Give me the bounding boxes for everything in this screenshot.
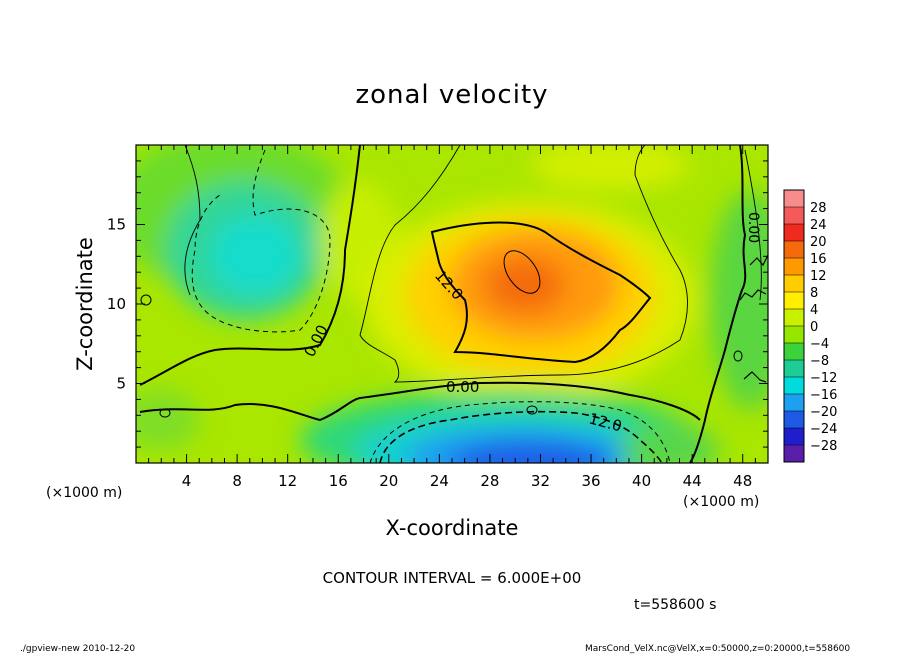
contour-interval: CONTOUR INTERVAL = 6.000E+00	[323, 569, 582, 587]
contour-small	[526, 405, 538, 415]
x-tick-label: 4	[182, 472, 192, 490]
contour-noise	[749, 254, 768, 267]
colorbar-segment	[784, 343, 804, 361]
contour-noise	[743, 371, 767, 383]
colorbar-label: 16	[810, 252, 827, 267]
colorbar-label: −12	[810, 371, 837, 386]
contour-zero	[139, 381, 701, 422]
contour-zero	[139, 145, 361, 386]
colorbar-segment	[784, 190, 804, 208]
y-tick-label: 10	[107, 295, 126, 313]
colorbar-segment	[784, 224, 804, 242]
contour-twelve-neg	[379, 410, 663, 463]
colorbar-label: −20	[810, 405, 837, 420]
x-tick-label: 48	[733, 472, 752, 490]
contour-noise	[739, 289, 767, 301]
footer-left: ./gpview-new 2010-12-20	[20, 644, 135, 654]
y-axis-title: Z-coordinate	[73, 237, 97, 371]
contour-label: 0.00	[745, 212, 761, 243]
y-tick-label: 15	[107, 216, 126, 234]
colorbar-label: −8	[810, 354, 829, 369]
y-tick-labels: 5 10 15	[107, 216, 126, 393]
x-tick-label: 12	[278, 472, 297, 490]
colorbar-segment	[784, 258, 804, 276]
footer-right: MarsCond_VelX.nc@VelX,x=0:50000,z=0:2000…	[585, 644, 850, 654]
contour-zero	[689, 145, 747, 463]
x-tick-label: 24	[430, 472, 449, 490]
colorbar-label: 12	[810, 269, 827, 284]
y-tick-label: 5	[116, 375, 126, 393]
colorbar-segment	[784, 377, 804, 395]
contour-lines	[139, 145, 768, 463]
colorbar-label: −28	[810, 439, 837, 454]
chart-title: zonal velocity	[355, 80, 548, 110]
colorbar-segment	[784, 445, 804, 463]
contour-label: 0.00	[446, 378, 479, 396]
x-axis-title: X-coordinate	[386, 516, 519, 540]
colorbar-label: 28	[810, 201, 827, 216]
contour-twelve	[430, 221, 652, 364]
colorbar-labels: 28 24 20 16 12 8 4 0 −4 −8 −12 −16 −20 −24 −28	[810, 201, 837, 454]
colorbar-segment	[784, 207, 804, 225]
colorbar-segment	[784, 292, 804, 310]
x-ticks	[148, 145, 756, 463]
contour-thin	[184, 145, 201, 296]
time-label: t=558600 s	[634, 597, 716, 613]
x-tick-labels: 4 8 12 16 20 24 28 32 36 40 44 48	[182, 472, 752, 490]
contour-small	[733, 350, 743, 362]
colorbar-segment	[784, 411, 804, 429]
colorbar-frame	[783, 189, 805, 463]
colorbar-segment	[784, 309, 804, 327]
plot-area: 12.0 0.00 0.00 12.0 0.00	[136, 145, 768, 463]
contour-small	[140, 294, 152, 306]
y-ticks	[136, 160, 768, 448]
contour-thin	[359, 145, 688, 383]
colorbar	[784, 190, 804, 463]
colorbar-label: −4	[810, 337, 829, 352]
colorbar-label: 8	[810, 286, 818, 301]
x-unit-label-right: (×1000 m)	[683, 494, 759, 510]
colorbar-label: 0	[810, 320, 818, 335]
colorbar-label: 4	[810, 303, 818, 318]
contour-twenty	[503, 250, 541, 294]
x-tick-label: 32	[531, 472, 550, 490]
colorbar-segment	[784, 275, 804, 293]
x-tick-label: 16	[329, 472, 348, 490]
colorbar-segment	[784, 241, 804, 259]
x-tick-label: 44	[683, 472, 702, 490]
colorbar-segment	[784, 326, 804, 344]
colorbar-label: 24	[810, 218, 827, 233]
x-tick-label: 36	[581, 472, 600, 490]
contour-thin	[744, 149, 762, 301]
x-tick-label: 28	[480, 472, 499, 490]
colorbar-label: 20	[810, 235, 827, 250]
x-unit-label: (×1000 m)	[46, 485, 122, 501]
field-shading	[136, 145, 768, 463]
contour-small	[159, 408, 171, 418]
colorbar-segment	[784, 428, 804, 446]
contour-dashed	[369, 401, 671, 463]
contour-dashed	[191, 149, 331, 333]
colorbar-label: −16	[810, 388, 837, 403]
x-tick-label: 8	[232, 472, 242, 490]
colorbar-label: −24	[810, 422, 837, 437]
x-tick-label: 40	[632, 472, 651, 490]
colorbar-segment	[784, 360, 804, 378]
colorbar-segment	[784, 394, 804, 412]
x-tick-label: 20	[379, 472, 398, 490]
